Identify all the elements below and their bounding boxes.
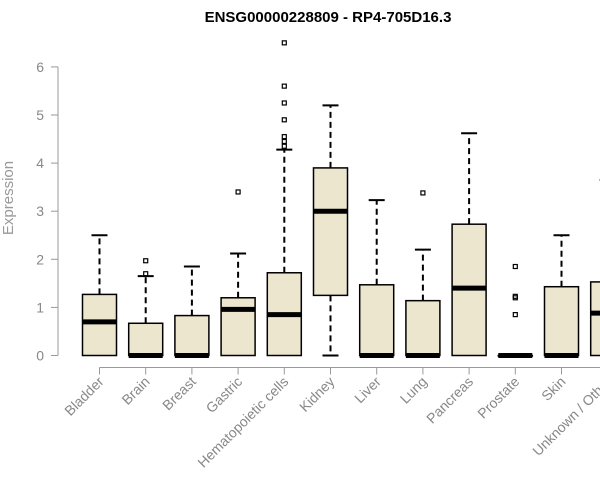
outlier-point [281,100,287,106]
outlier-point [143,258,149,264]
box-kidney [312,104,349,357]
box-liver [358,199,395,358]
iqr-box [81,293,118,357]
x-tick-label: Lung [397,373,430,406]
box-unknown-other [589,178,600,357]
box-bladder [81,234,118,357]
x-tick-label: Pancreas [423,373,476,426]
y-tick-label: 0 [36,348,44,364]
x-tick-label: Breast [159,373,199,413]
outlier-point [281,134,287,140]
iqr-box [312,167,349,297]
x-tick-label: Liver [351,373,384,406]
box-brain [127,258,164,358]
box-breast [174,265,210,358]
box-lung [405,190,441,358]
y-tick-label: 3 [36,203,44,219]
box-gastric [220,189,256,357]
outlier-point [281,117,287,123]
box-prostate [497,263,534,358]
iqr-box [174,314,210,357]
x-tick-label: Prostate [474,373,522,421]
y-axis-label: Expression [0,161,17,235]
boxes-group [81,40,600,358]
iqr-box [543,285,580,357]
y-tick-label: 5 [36,107,44,123]
x-tick-label: Gastric [203,373,246,416]
chart-title: ENSG00000228809 - RP4-705D16.3 [205,9,452,26]
iqr-box [405,299,441,357]
outlier-point [512,293,518,299]
y-tick-label: 2 [36,251,44,267]
outlier-point [281,143,287,149]
outlier-point [143,271,149,277]
y-tick-label: 4 [36,155,44,171]
outlier-point [512,263,518,270]
outlier-point [420,190,426,196]
iqr-box [589,281,600,357]
box-pancreas [451,132,487,357]
iqr-box [127,322,164,357]
outlier-point [281,83,287,89]
x-tick-label: Brain [118,373,152,407]
x-tick-label: Hematopoietic cells [194,373,291,470]
box-skin [543,234,580,358]
y-tick-label: 6 [36,59,44,75]
x-tick-label: Bladder [61,373,107,419]
iqr-box [220,297,256,357]
y-axis: 0 1 2 3 4 5 6 [36,59,59,364]
y-tick-label: 1 [36,299,44,315]
box-hematopoietic-cells [266,40,303,357]
outlier-point [235,189,241,195]
outlier-point [512,312,518,318]
x-tick-label: Kidney [296,373,338,415]
outlier-point [281,40,287,46]
x-tick-label: Skin [538,373,569,404]
outlier-point [281,138,287,145]
iqr-box [358,284,395,357]
